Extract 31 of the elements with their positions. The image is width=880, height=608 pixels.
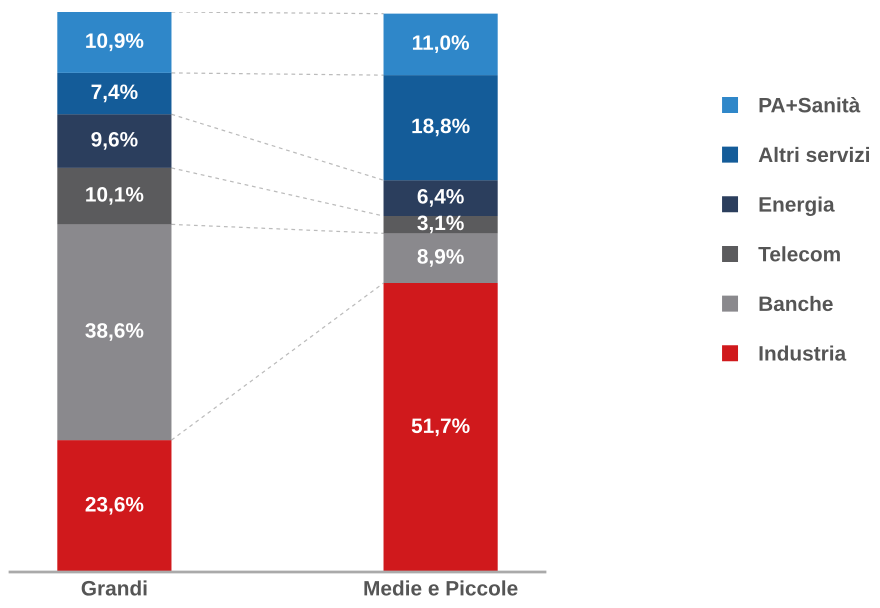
legend-label: Altri servizi: [758, 146, 870, 162]
bar: [57, 12, 172, 73]
x-tick-label: Medie e Piccole: [364, 580, 518, 596]
bar: [384, 75, 498, 180]
bar: [57, 114, 172, 168]
data-label: 18,8%: [412, 118, 470, 136]
data-label: 8,9%: [418, 249, 464, 267]
legend-label: Telecom: [758, 246, 840, 262]
bar: [57, 168, 172, 224]
bar: [57, 224, 172, 440]
legend-label: Industria: [760, 345, 846, 361]
bar: [384, 283, 498, 572]
bar: [57, 440, 172, 572]
data-label: 51,7%: [412, 418, 470, 436]
legend-label: Energia: [760, 196, 835, 216]
data-label: 9,6%: [91, 132, 138, 150]
x-tick-label: Grandi: [82, 580, 146, 596]
data-label: 38,6%: [85, 323, 144, 341]
data-label: 10,1%: [86, 186, 144, 205]
data-label: 6,4%: [418, 188, 464, 207]
data-label: 3,1%: [417, 215, 464, 234]
bar: [384, 180, 498, 216]
data-label: 11,0%: [412, 35, 470, 54]
legend-label: Banche: [760, 296, 833, 312]
data-label: 7,4%: [92, 84, 138, 102]
data-label: 10,9%: [86, 33, 144, 52]
data-label: 23,6%: [86, 496, 144, 515]
legend-label: PA+Sanità: [760, 97, 860, 113]
bar: [384, 14, 498, 76]
bar: [384, 233, 498, 284]
bar: [57, 72, 172, 114]
